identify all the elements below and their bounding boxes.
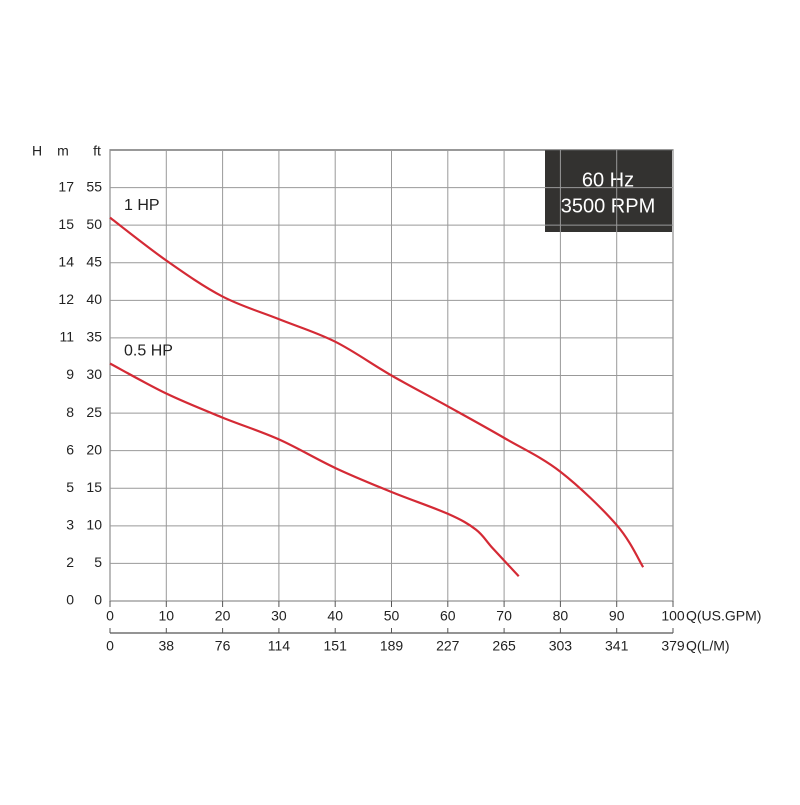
annotation: 60 Hz <box>582 169 634 191</box>
y2-tick-label: 14 <box>58 253 74 269</box>
axis-label: m <box>57 143 69 159</box>
y2-tick-label: 17 <box>58 178 74 194</box>
y-tick-label: 0 <box>94 592 102 608</box>
x2-tick-label: 38 <box>159 638 175 654</box>
y-tick-label: 30 <box>86 366 102 382</box>
y-tick-label: 10 <box>86 517 102 533</box>
x-tick-label: 70 <box>496 608 512 624</box>
x-tick-label: 90 <box>609 608 625 624</box>
line <box>109 216 645 568</box>
x2-tick-label: 341 <box>605 638 629 654</box>
axis-label: H <box>32 143 42 159</box>
y-tick-label: 25 <box>86 404 102 420</box>
y2-tick-label: 15 <box>58 216 74 232</box>
x2-tick-label: 303 <box>549 638 573 654</box>
series-label: 1 HP <box>124 197 160 214</box>
y2-tick-label: 0 <box>66 592 74 608</box>
x-tick-label: 50 <box>384 608 400 624</box>
x-tick-label: 80 <box>553 608 569 624</box>
y-tick-label: 5 <box>94 554 102 570</box>
y2-tick-label: 9 <box>66 366 74 382</box>
line <box>109 362 520 577</box>
x2-tick-label: 76 <box>215 638 231 654</box>
y2-tick-label: 5 <box>66 479 74 495</box>
x-tick-label: 10 <box>159 608 175 624</box>
y-tick-label: 20 <box>86 441 102 457</box>
x-tick-label: 20 <box>215 608 231 624</box>
x-tick-label: 40 <box>327 608 343 624</box>
x-tick-label: 0 <box>106 608 114 624</box>
axis-label: Q(L/M) <box>686 638 730 654</box>
y-tick-label: 45 <box>86 253 102 269</box>
x-tick-label: 30 <box>271 608 287 624</box>
y2-tick-label: 8 <box>66 404 74 420</box>
y-tick-label: 40 <box>86 291 102 307</box>
x2-tick-label: 151 <box>324 638 348 654</box>
series-label: 0.5 HP <box>124 343 173 360</box>
y-tick-label: 55 <box>86 178 102 194</box>
x2-tick-label: 114 <box>268 638 291 654</box>
y-tick-label: 15 <box>86 479 102 495</box>
annotation: 3500 RPM <box>561 195 656 217</box>
axis-label: Q(US.GPM) <box>686 608 761 624</box>
axis-label: ft <box>93 143 101 159</box>
x-tick-label: 60 <box>440 608 456 624</box>
y-tick-label: 50 <box>86 216 102 232</box>
x-tick-label: 100 <box>661 608 685 624</box>
annotation-box <box>545 150 672 232</box>
x2-tick-label: 265 <box>492 638 516 654</box>
x2-tick-label: 227 <box>436 638 460 654</box>
x2-tick-label: 0 <box>106 638 114 654</box>
y-tick-label: 35 <box>86 329 102 345</box>
x2-tick-label: 189 <box>380 638 404 654</box>
y2-tick-label: 2 <box>66 554 74 570</box>
y2-tick-label: 3 <box>66 517 74 533</box>
x2-tick-label: 379 <box>661 638 685 654</box>
y2-tick-label: 6 <box>66 441 74 457</box>
y2-tick-label: 12 <box>58 291 74 307</box>
y2-tick-label: 11 <box>59 329 74 345</box>
